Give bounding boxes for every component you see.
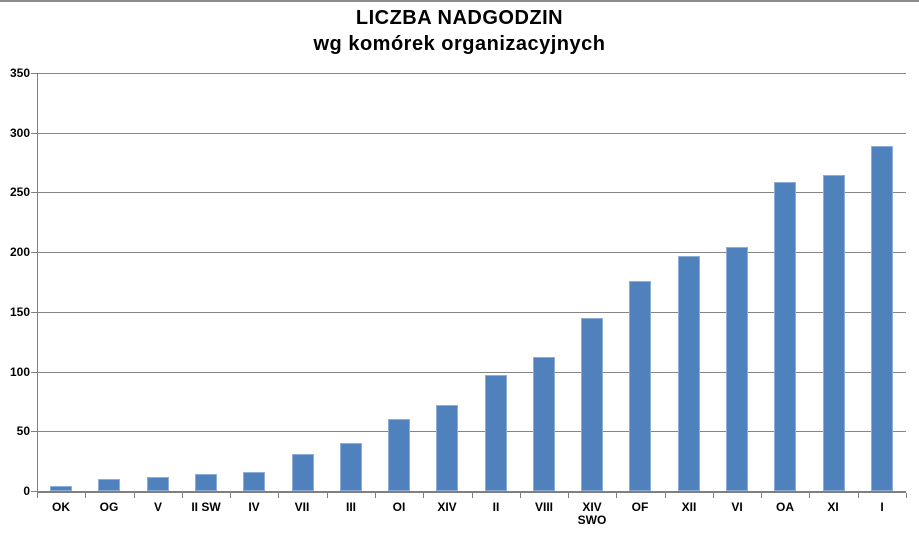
x-tick-mark-5: [278, 493, 279, 498]
x-category-label-9: XIV: [437, 500, 457, 514]
bar-IV: [243, 472, 265, 491]
x-tick-mark-15: [761, 493, 762, 498]
chart-top-border: [0, 0, 919, 2]
y-tick-label-200: 200: [9, 245, 30, 259]
gridline-300: [37, 133, 906, 134]
y-tick-label-300: 300: [9, 126, 30, 140]
gridline-50: [37, 431, 906, 432]
bar-XI: [823, 175, 845, 491]
gridline-200: [37, 252, 906, 253]
x-category-label-10: II: [492, 500, 500, 514]
x-tick-mark-11: [568, 493, 569, 498]
x-tick-mark-7: [375, 493, 376, 498]
y-tick-mark-100: [31, 372, 37, 373]
y-axis-line: [37, 73, 38, 491]
bar-XIV SWO: [581, 318, 603, 491]
bar-OI: [388, 419, 410, 491]
gridline-250: [37, 192, 906, 193]
x-category-label-17: XI: [827, 500, 839, 514]
x-category-label-14: XII: [681, 500, 697, 514]
bar-VI: [726, 247, 748, 491]
y-tick-mark-50: [31, 431, 37, 432]
y-tick-label-350: 350: [9, 66, 30, 80]
y-tick-mark-250: [31, 192, 37, 193]
x-tick-mark-13: [665, 493, 666, 498]
y-tick-label-0: 0: [23, 484, 30, 498]
x-tick-mark-18: [906, 493, 907, 498]
bar-VII: [292, 454, 314, 491]
bar-OK: [50, 486, 72, 491]
x-tick-mark-6: [327, 493, 328, 498]
y-tick-label-250: 250: [9, 185, 30, 199]
x-category-label-8: OI: [392, 500, 406, 514]
x-category-label-13: OF: [631, 500, 649, 514]
x-category-label-6: VII: [294, 500, 310, 514]
y-tick-label-100: 100: [9, 365, 30, 379]
x-category-label-4: II SW: [191, 500, 221, 514]
gridline-100: [37, 372, 906, 373]
x-tick-mark-8: [423, 493, 424, 498]
y-tick-mark-300: [31, 133, 37, 134]
gridline-150: [37, 312, 906, 313]
x-category-label-16: OA: [776, 500, 794, 514]
bar-II SW: [195, 474, 217, 491]
y-tick-mark-350: [31, 73, 37, 74]
x-tick-mark-3: [182, 493, 183, 498]
bar-VIII: [533, 357, 555, 491]
bar-III: [340, 443, 362, 491]
x-category-label-18: I: [880, 500, 884, 514]
y-tick-mark-150: [31, 312, 37, 313]
x-tick-mark-17: [858, 493, 859, 498]
x-tick-mark-16: [809, 493, 810, 498]
x-category-label-2: OG: [99, 500, 119, 514]
x-category-label-3: V: [153, 500, 162, 514]
x-tick-mark-1: [85, 493, 86, 498]
x-category-label-12: XIV SWO: [577, 500, 607, 527]
chart-title: LICZBA NADGODZIN: [355, 7, 564, 29]
bar-XII: [678, 256, 700, 491]
y-tick-label-150: 150: [9, 305, 30, 319]
x-category-label-11: VIII: [534, 500, 553, 514]
bar-II: [485, 375, 507, 491]
x-tick-mark-0: [37, 493, 38, 498]
y-tick-label-50: 50: [16, 424, 30, 438]
bar-OF: [629, 281, 651, 491]
x-tick-mark-10: [520, 493, 521, 498]
x-tick-mark-4: [230, 493, 231, 498]
y-tick-mark-0: [31, 491, 37, 492]
bar-OG: [98, 479, 120, 491]
x-category-label-7: III: [345, 500, 356, 514]
x-category-label-5: IV: [248, 500, 260, 514]
x-axis-line: [37, 491, 906, 493]
x-tick-mark-2: [134, 493, 135, 498]
x-tick-mark-12: [616, 493, 617, 498]
bar-XIV: [436, 405, 458, 491]
y-tick-mark-200: [31, 252, 37, 253]
bar-V: [147, 477, 169, 491]
x-category-label-1: OK: [52, 500, 70, 514]
x-tick-mark-9: [472, 493, 473, 498]
x-category-label-15: VI: [731, 500, 743, 514]
chart-subtitle: wg komórek organizacyjnych: [313, 33, 606, 55]
bar-I: [871, 146, 893, 491]
gridline-350: [37, 73, 906, 74]
bar-OA: [774, 182, 796, 491]
x-tick-mark-14: [713, 493, 714, 498]
